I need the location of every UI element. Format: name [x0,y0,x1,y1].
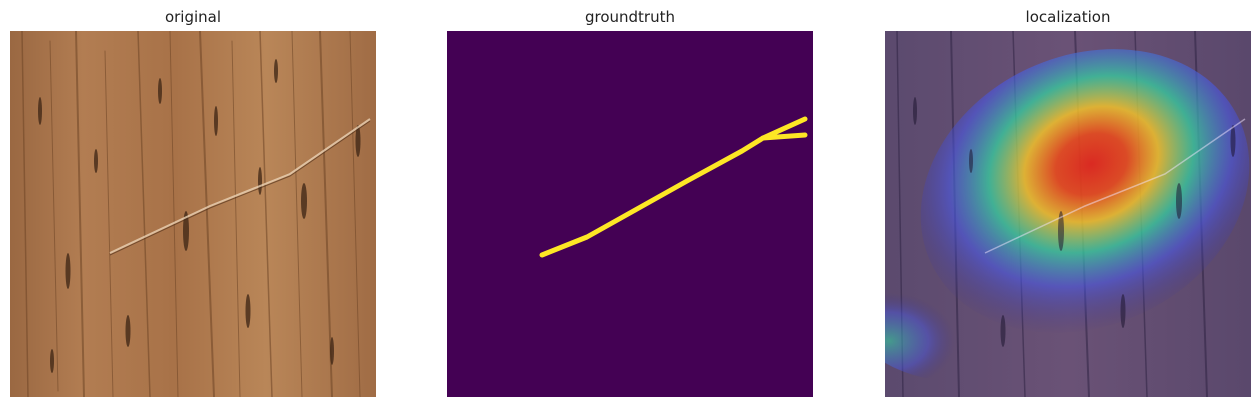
panel-localization: localization [885,0,1251,407]
panel-title: original [164,8,222,26]
panel-title: localization [1025,8,1111,26]
localization-heatmap [885,31,1251,397]
panel-groundtruth: groundtruth [447,0,813,407]
panel-title: groundtruth [584,8,675,26]
groundtruth-mask [447,31,813,397]
panel-original: original [10,0,376,407]
original-image [10,31,376,397]
